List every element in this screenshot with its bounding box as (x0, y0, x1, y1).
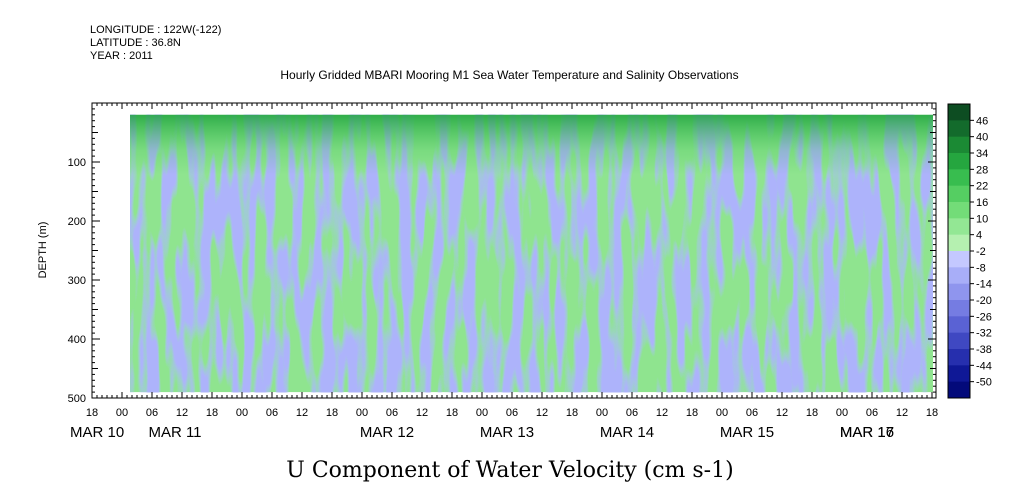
x-hour-label: 06 (626, 407, 638, 419)
x-hour-label: 12 (416, 407, 428, 419)
colorbar-swatch (948, 234, 970, 252)
y-tick-label: 200 (68, 216, 86, 228)
colorbar-swatch (948, 365, 970, 383)
colorbar-swatch (948, 283, 970, 301)
x-hour-label: 00 (716, 407, 728, 419)
chart-title: Hourly Gridded MBARI Mooring M1 Sea Wate… (0, 68, 1009, 82)
x-hour-label: 18 (566, 407, 578, 419)
y-tick-label: 500 (68, 393, 86, 405)
x-hour-label: 12 (656, 407, 668, 419)
x-hour-label: 18 (206, 407, 218, 419)
colorbar-label: -44 (976, 360, 992, 372)
x-hour-label: 12 (896, 407, 908, 419)
colorbar-label: -50 (976, 377, 992, 389)
colorbar-swatch (948, 136, 970, 154)
colorbar-label: -38 (976, 344, 992, 356)
x-hour-label: 06 (866, 407, 878, 419)
x-hour-label: 18 (806, 407, 818, 419)
x-hour-label: 06 (386, 407, 398, 419)
colorbar-swatch (948, 185, 970, 203)
x-hour-label: 00 (236, 407, 248, 419)
x-day-label: MAR 15 (720, 424, 774, 441)
x-hour-label: 18 (686, 407, 698, 419)
x-hour-label: 12 (776, 407, 788, 419)
colorbar-swatch (948, 202, 970, 219)
colorbar-label: -14 (976, 279, 992, 291)
x-hour-label: 12 (176, 407, 188, 419)
x-day-label: MAR 14 (600, 424, 654, 441)
colorbar-swatch (948, 251, 970, 268)
chart-metadata: LONGITUDE : 122W(-122) LATITUDE : 36.8N … (90, 24, 221, 63)
colorbar-label: 16 (976, 197, 988, 209)
colorbar-swatch (948, 120, 970, 138)
colorbar-swatch (948, 300, 970, 317)
x-hour-label: 12 (536, 407, 548, 419)
x-axis: 18 00 06 12 18 00 06 12 18 00 06 12 18 00 06 12 18 00 06 12… (70, 103, 938, 441)
x-hour-label: 00 (116, 407, 128, 419)
colorbar-label: 4 (976, 230, 982, 242)
x-hour-label: 18 (86, 407, 98, 419)
x-hour-label: 00 (356, 407, 368, 419)
x-day-label: MAR 11 (148, 424, 201, 441)
x-day-label: MAR 13 (480, 424, 534, 441)
x-hour-label: 18 (326, 407, 338, 419)
colorbar-label: 40 (976, 132, 988, 144)
y-tick-label: 100 (68, 157, 86, 169)
colorbar-swatch (948, 381, 970, 399)
x-hour-label: 18 (926, 407, 938, 419)
colorbar-label: -8 (976, 262, 986, 274)
colorbar-swatch (948, 169, 970, 187)
x-day-label: MAR 10 (70, 424, 124, 441)
colorbar-label: 46 (976, 115, 988, 127)
colorbar-swatch (948, 153, 970, 170)
near-surface-band (130, 114, 933, 175)
x-hour-label: 06 (146, 407, 158, 419)
latitude-label: LATITUDE : 36.8N (90, 37, 181, 49)
colorbar-swatch (948, 267, 970, 285)
velocity-field (130, 114, 933, 393)
colorbar-label: -20 (976, 295, 992, 307)
x-hour-label: 00 (476, 407, 488, 419)
x-hour-label: 00 (596, 407, 608, 419)
x-hour-label: 00 (836, 407, 848, 419)
y-tick-label: 400 (68, 334, 86, 346)
colorbar-label: -26 (976, 311, 992, 323)
colorbar-label: -32 (976, 328, 992, 340)
x-day-label: MAR 12 (360, 424, 414, 441)
chart-title-text: Hourly Gridded MBARI Mooring M1 Sea Wate… (280, 68, 739, 82)
y-axis: 100 200 300 400 500 (68, 102, 936, 405)
y-tick-label: 300 (68, 275, 86, 287)
colorbar-label: -2 (976, 246, 986, 258)
colorbar-label: 34 (976, 148, 988, 160)
colorbar-swatch (948, 332, 970, 350)
x-axis-label: U Component of Water Velocity (cm s-1) (286, 458, 733, 483)
colorbar-swatch (948, 349, 970, 366)
x-hour-label: 06 (746, 407, 758, 419)
colorbar: 46 40 34 28 22 16 10 4 -2 -8 -14 -20 -26 -32 -38 -44 -50 (947, 103, 992, 399)
longitude-label: LONGITUDE : 122W(-122) (90, 24, 222, 36)
colorbar-swatch (948, 316, 970, 334)
x-hour-label: 18 (446, 407, 458, 419)
colorbar-label: 22 (976, 181, 988, 193)
colorbar-label: 10 (976, 213, 988, 225)
x-hour-label: 06 (506, 407, 518, 419)
colorbar-swatch (948, 104, 970, 121)
colorbar-label: 28 (976, 164, 988, 176)
x-day-label: MAR 16 (840, 424, 894, 441)
colorbar-swatch (948, 218, 970, 236)
y-axis-label: DEPTH (m) (37, 222, 49, 279)
x-day-label: MAR 17 (840, 424, 894, 441)
year-label: YEAR : 2011 (90, 50, 153, 62)
x-hour-label: 06 (266, 407, 278, 419)
x-hour-label: 12 (296, 407, 308, 419)
